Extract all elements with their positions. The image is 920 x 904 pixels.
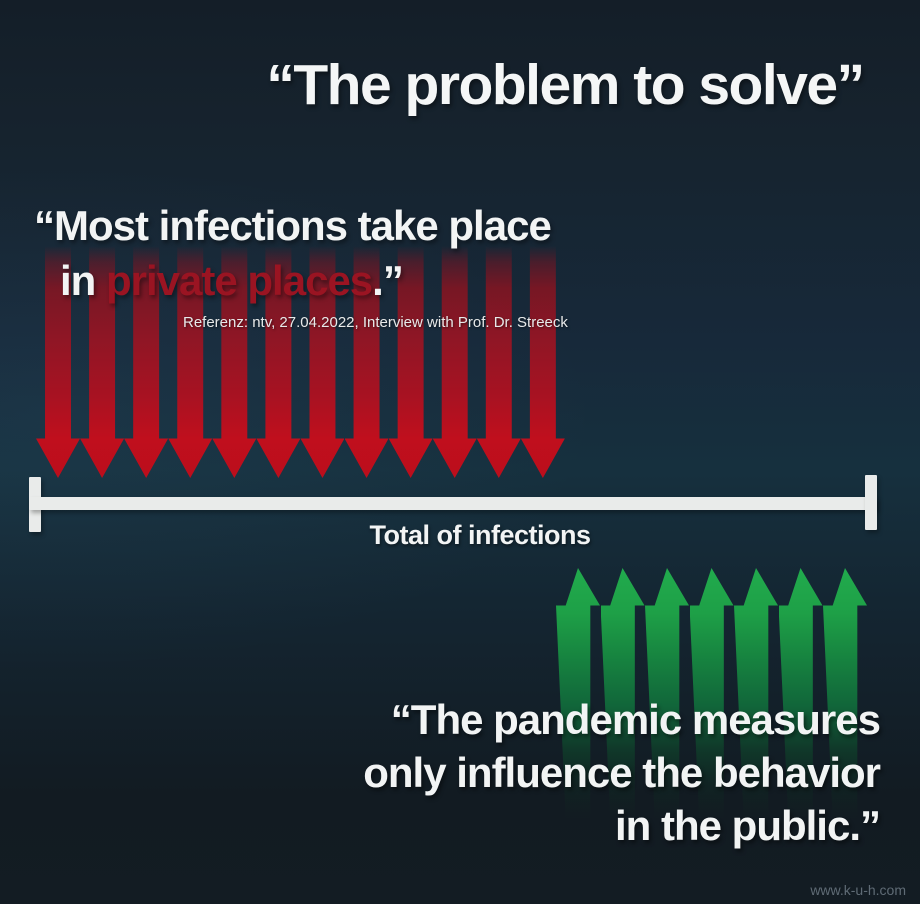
axis-label: Total of infections (369, 520, 592, 550)
quote-private-line2: in private places.” (34, 253, 551, 308)
reference-text: Referenz: ntv, 27.04.2022, Interview wit… (183, 314, 568, 331)
quote-private-line2-suffix: .” (372, 257, 404, 304)
quote-private-line1: “Most infections take place (34, 202, 552, 249)
watermark: www.k-u-h.com (810, 882, 906, 898)
page-title: “The problem to solve” (266, 53, 865, 117)
green-arrows-group (556, 568, 867, 818)
quote-public-behavior: “The pandemic measures only influence th… (260, 693, 881, 852)
axis-bar (29, 497, 877, 510)
quote-private-line2-prefix: in (60, 257, 106, 304)
quote-public-line2: only influence the behavior (363, 749, 881, 796)
quote-public-line1: “The pandemic measures (390, 696, 881, 743)
quote-public-line3: in the public.” (615, 802, 881, 849)
quote-private-highlight: private places (106, 257, 373, 304)
axis-left-cap (29, 477, 41, 532)
red-arrows-group (36, 246, 565, 478)
quote-private-places: “Most infections take place in private p… (34, 198, 552, 308)
axis-right-cap (865, 475, 877, 530)
